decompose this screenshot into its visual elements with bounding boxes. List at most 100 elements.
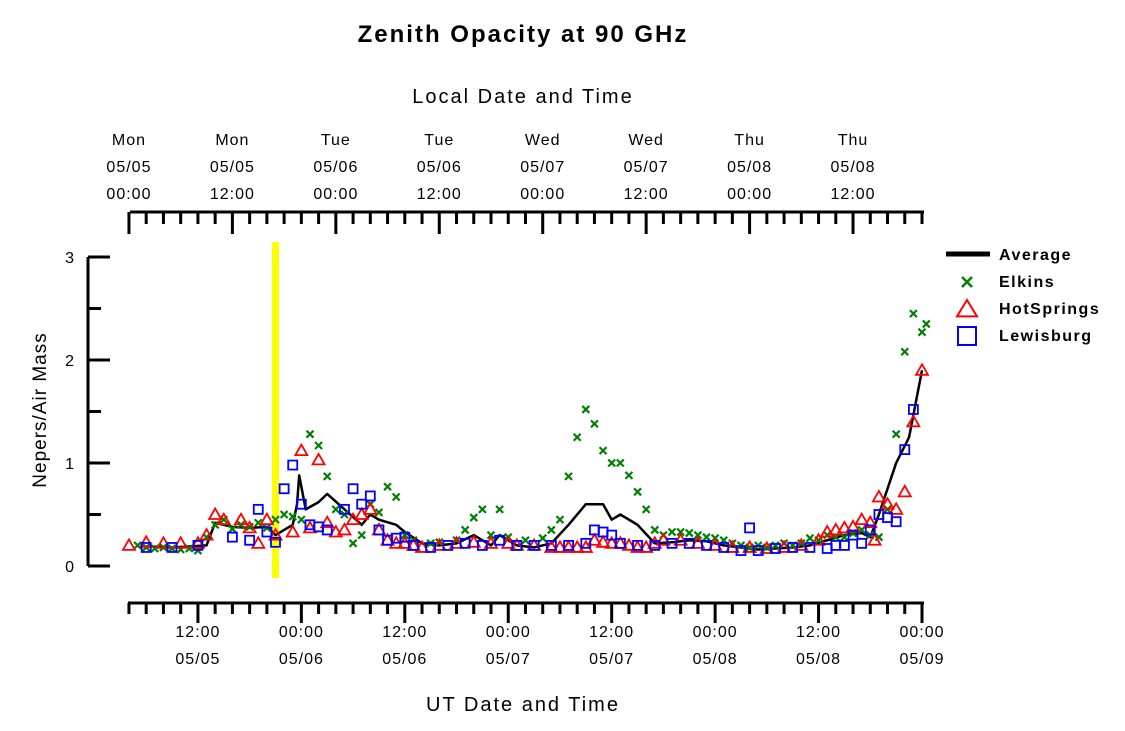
elkins-point [693, 530, 703, 540]
lewisburg-point [683, 537, 695, 549]
elkins-point [922, 319, 931, 329]
elkins-point [555, 515, 565, 524]
legend-elkins-swatch [961, 276, 973, 288]
elkins-point [607, 458, 616, 468]
elkins-point [279, 510, 289, 519]
lewisburg-point [890, 516, 902, 528]
hotsprings-point [431, 537, 447, 551]
top-tick-label: 12:00 [210, 186, 255, 203]
lewisburg-point [373, 524, 385, 536]
hotsprings-point [190, 535, 206, 549]
lewisburg-point [701, 540, 712, 551]
lewisburg-point [735, 545, 747, 556]
top-tick-label: 12:00 [624, 186, 669, 203]
marker-line-layer [272, 242, 279, 578]
top-tick-label: 12:00 [831, 186, 876, 203]
legend-label: Elkins [999, 274, 1055, 291]
bottom-tick-label: 00:00 [486, 624, 531, 641]
hotsprings-point [259, 511, 275, 526]
top-tick-label: 12:00 [417, 186, 462, 203]
top-tick-label: 05/08 [831, 159, 876, 176]
lewisburg-point [270, 536, 281, 548]
top-tick-label: Thu [838, 132, 869, 149]
elkins-point [478, 505, 487, 514]
hotsprings-point [854, 511, 870, 526]
bottom-tick-label: 05/05 [175, 651, 220, 668]
hotsprings-point [888, 501, 904, 515]
lewisburg-point [166, 542, 178, 553]
elkins-point [624, 471, 634, 480]
top-tick-label: 00:00 [313, 186, 358, 203]
legend-label: Lewisburg [999, 328, 1093, 345]
elkins-point [288, 512, 298, 521]
elkins-point [641, 505, 651, 514]
top-tick-label: 00:00 [106, 186, 151, 203]
top-tick-label: 05/06 [313, 159, 358, 176]
hotsprings-point [707, 537, 723, 551]
top-axis-title: Local Date and Time [412, 86, 633, 108]
elkins-point [391, 492, 401, 502]
axes-layer: 0 1 2 3 12:00 05/05 00:00 05/06 12:00 05/06 00:00 0… [65, 132, 943, 668]
hotsprings-point [173, 535, 189, 549]
bottom-tick-label: 05/06 [382, 651, 427, 668]
lewisburg-point [770, 543, 781, 554]
bottom-tick-label: 05/07 [589, 651, 634, 668]
elkins-point [305, 429, 315, 439]
series-elkins [133, 309, 931, 555]
lewisburg-point [804, 542, 816, 553]
hotsprings-point [673, 532, 689, 546]
elkins-point [598, 446, 608, 455]
lewisburg-point [192, 540, 204, 551]
lewisburg-point [545, 540, 557, 551]
lewisburg-point [864, 524, 876, 536]
hotsprings-point [293, 442, 309, 457]
lewisburg-point [408, 540, 419, 551]
lewisburg-point [226, 531, 238, 543]
lewisburg-point [744, 522, 755, 534]
hotsprings-point [397, 535, 413, 549]
hotsprings-point [776, 539, 792, 553]
lewisburg-point [666, 537, 678, 549]
x-axis-label: UT Date and Time [426, 694, 620, 716]
elkins-point [348, 539, 358, 548]
hotsprings-point [328, 524, 344, 538]
top-tick-label: 05/07 [520, 159, 565, 176]
elkins-point [771, 541, 780, 550]
hotsprings-point [621, 537, 637, 551]
bottom-tick-label: 00:00 [693, 624, 738, 641]
lewisburg-point [476, 540, 488, 551]
lewisburg-point [847, 529, 859, 541]
hotsprings-point [155, 535, 171, 549]
elkins-point [909, 309, 918, 318]
bottom-tick-label: 12:00 [175, 624, 220, 641]
lewisburg-point [856, 537, 868, 549]
lewisburg-point [261, 526, 273, 538]
lewisburg-point [649, 540, 661, 551]
elkins-point [917, 327, 927, 337]
hotsprings-point [879, 496, 896, 510]
hotsprings-point [302, 520, 318, 534]
legend: Average Elkins HotSprings Lewisburg [946, 247, 1099, 346]
lewisburg-point [442, 540, 454, 551]
lewisburg-point [580, 537, 592, 549]
lewisburg-point [339, 503, 350, 515]
top-tick-label: 05/08 [727, 159, 772, 176]
elkins-point [228, 524, 237, 534]
hotsprings-point [543, 539, 559, 553]
top-tick-label: Tue [321, 132, 351, 149]
elkins-point [521, 535, 530, 545]
lewisburg-point [347, 483, 359, 495]
legend-hotsprings-swatch [955, 298, 979, 318]
top-tick-label: 05/06 [417, 159, 462, 176]
lewisburg-point [364, 490, 376, 502]
elkins-point [702, 532, 711, 542]
bottom-tick-label: 12:00 [382, 624, 427, 641]
lewisburg-point [295, 498, 307, 510]
elkins-point [616, 458, 625, 468]
hotsprings-point [905, 413, 921, 428]
top-tick-label: 05/05 [106, 159, 151, 176]
lewisburg-point [839, 540, 850, 551]
highlight-time-line [272, 242, 279, 578]
elkins-point [684, 528, 694, 538]
